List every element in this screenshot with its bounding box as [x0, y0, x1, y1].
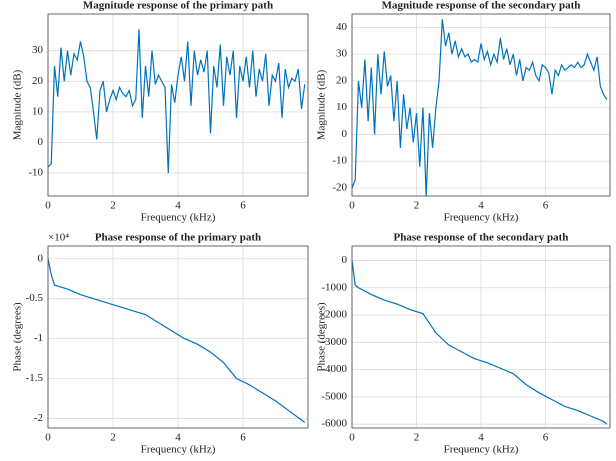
y-tick-label: -20 [332, 182, 347, 194]
y-tick-label: -2000 [321, 309, 347, 321]
axes-box [351, 13, 611, 197]
chart-title: Phase response of the primary path [95, 232, 261, 244]
y-tick-label: 10 [32, 105, 44, 117]
x-tick-label: 0 [45, 432, 51, 444]
x-tick-label: 4 [478, 200, 484, 212]
x-axis-label: Frequency (kHz) [141, 444, 216, 456]
x-tick-label: 2 [414, 432, 420, 444]
axes-box [351, 245, 611, 429]
chart-title: Magnitude response of the primary path [83, 0, 273, 12]
x-tick-label: 4 [175, 200, 181, 212]
y-tick-label: -3000 [321, 336, 347, 348]
x-axis-label: Frequency (kHz) [444, 444, 519, 456]
x-tick-label: 0 [45, 200, 51, 212]
y-tick-label: -4000 [321, 363, 347, 375]
y-tick-label: 0 [38, 252, 44, 264]
y-tick-label: 0 [38, 136, 44, 148]
y-multiplier: ×10⁴ [48, 232, 69, 244]
y-axis-label: Phase (degrees) [316, 302, 328, 372]
y-tick-label: -1.5 [26, 372, 44, 384]
x-tick-label: 6 [543, 200, 549, 212]
axes-box [47, 13, 309, 197]
y-tick-label: 0 [342, 128, 348, 140]
y-tick-label: 30 [336, 48, 348, 60]
y-tick-label: 40 [336, 21, 348, 33]
y-tick-label: -10 [332, 155, 347, 167]
y-tick-label: 10 [336, 101, 348, 113]
data-line [352, 19, 608, 196]
y-tick-label: -1000 [321, 281, 347, 293]
data-line [48, 29, 306, 174]
chart-title: Magnitude response of the secondary path [382, 0, 581, 12]
x-tick-label: 6 [543, 432, 549, 444]
x-tick-label: 6 [240, 200, 246, 212]
data-line [48, 258, 306, 423]
x-tick-label: 2 [110, 432, 116, 444]
y-tick-label: 20 [336, 74, 348, 86]
y-tick-label: 20 [32, 75, 44, 87]
y-axis-label: Magnitude (dB) [12, 69, 24, 140]
data-line [352, 260, 608, 425]
x-tick-label: 6 [240, 432, 246, 444]
x-tick-label: 2 [414, 200, 420, 212]
x-tick-label: 0 [349, 200, 355, 212]
y-tick-label: -10 [28, 167, 43, 179]
x-axis-label: Frequency (kHz) [444, 212, 519, 224]
x-tick-label: 0 [349, 432, 355, 444]
y-tick-label: 30 [32, 44, 44, 56]
y-tick-label: -0.5 [26, 292, 44, 304]
x-tick-label: 2 [110, 200, 116, 212]
y-tick-label: -2 [34, 412, 43, 424]
y-tick-label: 0 [342, 254, 348, 266]
y-tick-label: -1 [34, 332, 43, 344]
chart-title: Phase response of the secondary path [394, 232, 569, 244]
y-axis-label: Phase (degrees) [12, 302, 24, 372]
x-tick-label: 4 [175, 432, 181, 444]
x-tick-label: 4 [478, 432, 484, 444]
axes-box [47, 245, 309, 429]
x-axis-label: Frequency (kHz) [141, 212, 216, 224]
y-tick-label: -5000 [321, 390, 347, 402]
y-axis-label: Magnitude (dB) [316, 69, 328, 140]
y-tick-label: -6000 [321, 418, 347, 430]
